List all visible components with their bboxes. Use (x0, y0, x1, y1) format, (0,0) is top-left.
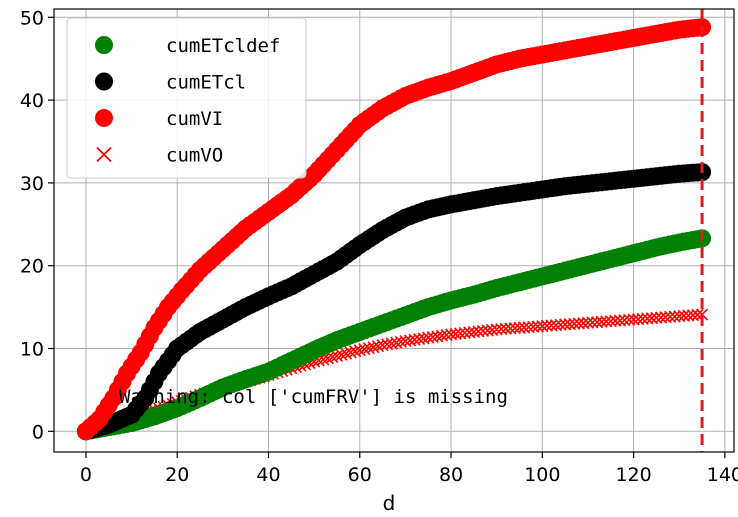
legend-marker (95, 109, 113, 127)
data-point (591, 316, 604, 329)
data-point (673, 310, 686, 323)
data-point (540, 319, 553, 332)
legend-item-cumVO: cumVO (96, 145, 223, 167)
data-point (522, 321, 535, 334)
x-tick-label: 40 (256, 464, 280, 486)
x-axis-label: d (383, 491, 396, 515)
y-tick-label: 40 (20, 90, 44, 112)
data-point (490, 323, 503, 336)
data-point (344, 346, 357, 359)
axis-ticks: 0 20 40 60 80 100 120 140 0 10 20 30 40 50 (20, 7, 738, 486)
data-point (563, 318, 576, 331)
series-cumVI (76, 18, 712, 441)
data-point (650, 311, 663, 324)
legend-item-cumETcldef: cumETcldef (95, 35, 280, 57)
data-point (618, 314, 631, 327)
data-point (695, 308, 709, 321)
data-point (645, 312, 658, 325)
legend-marker (95, 36, 113, 54)
data-point (664, 310, 677, 323)
x-tick-label: 120 (615, 464, 651, 486)
data-point (499, 322, 512, 335)
data-point (335, 348, 348, 361)
y-tick-label: 10 (20, 338, 44, 360)
data-point (682, 309, 695, 322)
x-tick-label: 60 (348, 464, 372, 486)
data-point (577, 317, 590, 330)
legend: cumETcldef cumETcl cumVI cumVO (66, 17, 307, 179)
data-point (367, 341, 380, 354)
data-point (340, 347, 353, 360)
data-point (572, 317, 585, 330)
x-tick-label: 20 (165, 464, 189, 486)
data-point (549, 319, 563, 332)
data-point (581, 316, 595, 329)
legend-label: cumETcldef (166, 35, 280, 57)
data-point (668, 310, 681, 323)
legend-box (66, 17, 307, 179)
data-point (326, 351, 339, 364)
data-point (632, 313, 645, 326)
data-point (559, 318, 572, 331)
warning-annotation: Warning: col ['cumFRV'] is missing (119, 386, 508, 408)
y-tick-label: 0 (32, 421, 44, 443)
plot-frame (53, 8, 735, 453)
data-point (622, 313, 636, 326)
data-point (513, 321, 526, 334)
x-tick-label: 80 (439, 464, 463, 486)
legend-label: cumETcl (166, 72, 246, 94)
data-point (353, 344, 366, 357)
legend-item-cumVI: cumVI (95, 108, 223, 130)
data-point (504, 322, 517, 335)
legend-item-cumETcl: cumETcl (95, 72, 246, 94)
data-point (641, 312, 654, 325)
legend-label: cumVI (166, 108, 223, 130)
data-point (536, 320, 549, 333)
data-point (518, 321, 531, 334)
data-point (586, 316, 599, 329)
data-point (495, 323, 508, 336)
x-tick-label: 100 (524, 464, 560, 486)
series-cumETcldef (76, 229, 712, 441)
legend-label: cumVO (166, 145, 223, 167)
data-point (362, 342, 375, 355)
x-tick-label: 140 (707, 464, 738, 486)
data-point (349, 345, 362, 358)
data-point (686, 309, 699, 322)
y-tick-label: 20 (20, 256, 44, 278)
legend-marker (96, 146, 112, 163)
data-point (330, 349, 344, 363)
data-point (613, 314, 626, 327)
data-point (604, 315, 617, 328)
data-point (627, 313, 640, 326)
series-layer (76, 18, 712, 441)
data-point (600, 315, 613, 328)
x-tick-label: 0 (80, 464, 92, 486)
data-point (554, 318, 567, 331)
data-point (609, 314, 622, 327)
y-tick-label: 50 (20, 7, 44, 29)
y-tick-label: 30 (20, 173, 44, 195)
data-point (358, 343, 371, 356)
data-point (568, 317, 581, 330)
legend-marker (95, 72, 113, 91)
data-point (531, 320, 544, 333)
